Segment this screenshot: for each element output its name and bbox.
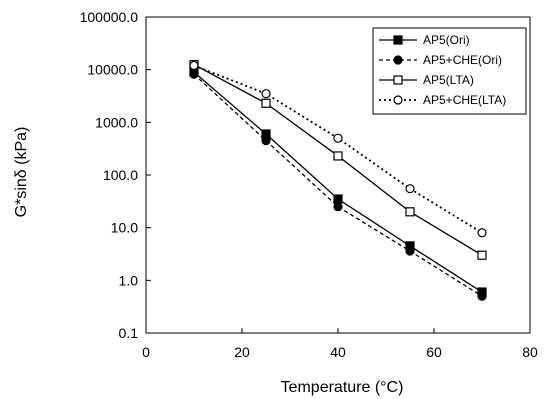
x-tick-label: 20 — [234, 344, 250, 360]
data-point — [478, 251, 486, 259]
data-point — [262, 90, 270, 98]
legend-marker — [394, 36, 402, 44]
legend-label: AP5(LTA) — [423, 73, 474, 87]
data-point — [190, 70, 198, 78]
data-point — [406, 185, 414, 193]
data-point — [334, 203, 342, 211]
y-tick-label: 100000.0 — [80, 9, 139, 25]
x-tick-label: 0 — [142, 344, 150, 360]
legend-label: AP5+CHE(LTA) — [423, 93, 506, 107]
data-point — [262, 99, 270, 107]
y-axis-label: G*sinδ (kPa) — [13, 127, 30, 218]
y-tick-label: 1000.0 — [95, 114, 138, 130]
y-tick-label: 1.0 — [119, 272, 139, 288]
y-tick-label: 0.1 — [119, 325, 139, 341]
data-point — [334, 195, 342, 203]
data-point — [334, 134, 342, 142]
data-point — [262, 137, 270, 145]
legend: AP5(Ori) AP5+CHE(Ori) AP5(LTA) AP5+CHE(LTA) — [373, 28, 526, 114]
legend-label: AP5+CHE(Ori) — [423, 53, 502, 67]
x-axis-label: Temperature (°C) — [281, 379, 404, 396]
legend-marker — [394, 56, 402, 64]
x-tick-label: 40 — [330, 344, 346, 360]
data-point — [478, 292, 486, 300]
y-tick-label: 10000.0 — [87, 62, 138, 78]
x-tick-label: 80 — [522, 344, 538, 360]
data-point — [406, 208, 414, 216]
legend-marker — [394, 76, 402, 84]
data-point — [334, 152, 342, 160]
y-tick-label: 10.0 — [111, 220, 138, 236]
legend-marker — [394, 96, 402, 104]
y-tick-label: 100.0 — [103, 167, 138, 183]
legend-label: AP5(Ori) — [423, 33, 470, 47]
data-point — [190, 61, 198, 69]
data-point — [478, 229, 486, 237]
x-tick-label: 60 — [426, 344, 442, 360]
data-point — [406, 247, 414, 255]
